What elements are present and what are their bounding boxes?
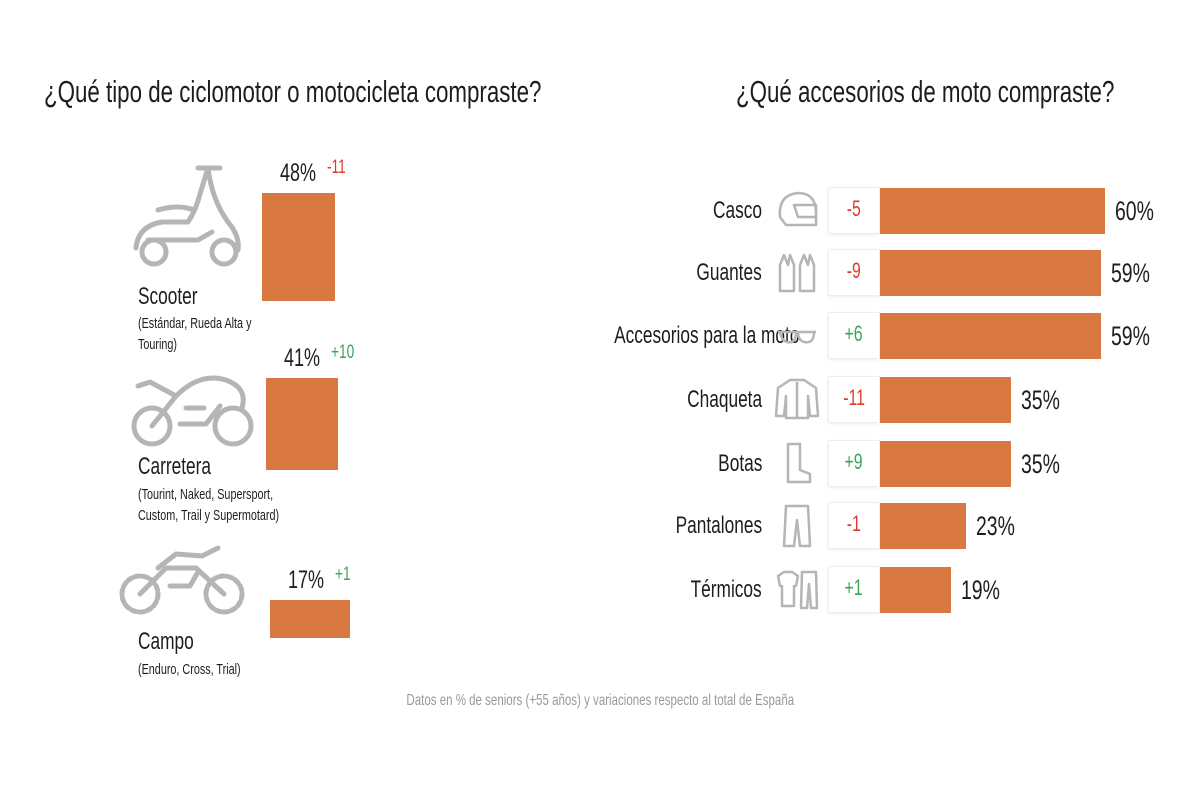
- value-label-scooter: 48%: [280, 159, 317, 187]
- value-label-botas: 35%: [1021, 449, 1060, 479]
- vehicle-name: Scooter: [138, 283, 198, 310]
- variation-box: +1: [829, 567, 879, 612]
- vehicle-subtitle: (Tourint, Naked, Supersport, Custom, Trai…: [138, 486, 280, 524]
- helmet-icon: [778, 191, 818, 227]
- bar-scooter: [262, 193, 335, 301]
- bar-casco: [880, 188, 1105, 234]
- variation-carretera: +10: [331, 342, 355, 363]
- accessory-label: Chaqueta: [687, 386, 762, 413]
- vehicle-subtitle: (Enduro, Cross, Trial): [138, 661, 241, 678]
- pants-icon: [782, 504, 812, 548]
- road-motorcycle-icon: [131, 375, 254, 447]
- variation-box: -5: [829, 188, 879, 233]
- value-label-casco: 60%: [1115, 196, 1154, 226]
- bar-accesorios: [880, 313, 1101, 359]
- bar-carretera: [266, 378, 338, 470]
- footnote: Datos en % de seniors (+55 años) y varia…: [406, 692, 794, 709]
- accessory-label: Accesorios para la moto: [614, 322, 800, 349]
- accessory-label: Botas: [717, 450, 762, 477]
- bar-termicos: [880, 567, 951, 613]
- value-label-carretera: 41%: [284, 344, 321, 372]
- thermal-wear-icon: [776, 570, 819, 610]
- dirt-bike-icon: [119, 545, 245, 615]
- bar-campo: [270, 600, 350, 638]
- variation-campo: +1: [335, 564, 351, 585]
- value-label-accesorios: 59%: [1111, 321, 1150, 351]
- boot-icon: [786, 442, 812, 484]
- accessories-chart-title: ¿Qué accesorios de moto compraste?: [736, 74, 1115, 109]
- vehicle-name: Carretera: [138, 453, 211, 480]
- bar-chaqueta: [880, 377, 1011, 423]
- glasses-icon: [778, 330, 816, 344]
- accessory-label: Guantes: [696, 259, 762, 286]
- accessory-label: Térmicos: [690, 576, 762, 603]
- value-label-pantalones: 23%: [976, 511, 1015, 541]
- variation-box: -9: [829, 250, 879, 295]
- scooter-icon: [133, 165, 241, 267]
- value-label-guantes: 59%: [1111, 258, 1150, 288]
- bar-pantalones: [880, 503, 966, 549]
- bar-botas: [880, 441, 1011, 487]
- variation-box: +6: [829, 313, 879, 358]
- accessory-label: Casco: [713, 197, 762, 224]
- vehicle-chart-title: ¿Qué tipo de ciclomotor o motocicleta co…: [44, 74, 542, 109]
- variation-box: -1: [829, 503, 879, 548]
- jacket-icon: [774, 378, 820, 420]
- variation-scooter: -11: [327, 157, 346, 178]
- variation-box: -11: [829, 377, 879, 422]
- accessory-label: Pantalones: [675, 512, 762, 539]
- value-label-chaqueta: 35%: [1021, 385, 1060, 415]
- value-label-campo: 17%: [288, 566, 325, 594]
- bar-guantes: [880, 250, 1101, 296]
- vehicle-name: Campo: [138, 628, 194, 655]
- variation-box: +9: [829, 441, 879, 486]
- gloves-icon: [778, 253, 816, 293]
- value-label-termicos: 19%: [961, 575, 1000, 605]
- vehicle-subtitle: (Estándar, Rueda Alta y Touring): [138, 315, 252, 353]
